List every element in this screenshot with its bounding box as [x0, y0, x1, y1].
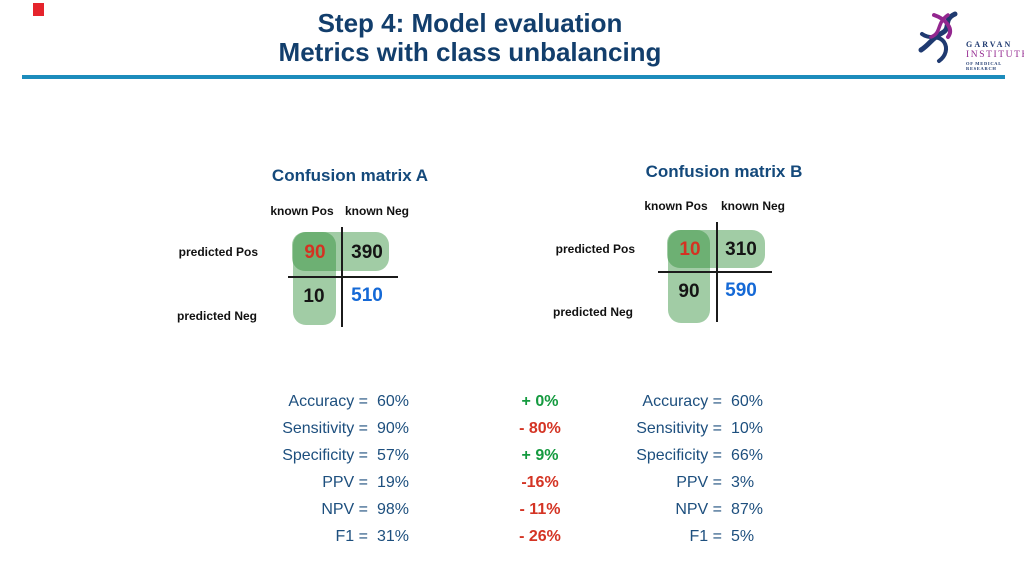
metrics-list-matrix-a: Accuracy = 60% Sensitivity = 90% Specifici…	[230, 388, 409, 550]
metric-value: 87%	[731, 500, 764, 518]
logo-org-name: GARVAN	[966, 40, 1013, 49]
matrix-b-horizontal-divider	[658, 271, 772, 273]
metric-label: F1 =	[689, 527, 722, 545]
matrix-a-cell-true-neg: 510	[351, 285, 383, 306]
metric-value: 31%	[377, 527, 410, 545]
slide-title-line2: Metrics with class unbalancing	[278, 37, 662, 67]
metric-label: NPV =	[321, 500, 368, 518]
matrix-a-col-header-known-neg: known Neg	[344, 204, 409, 218]
matrix-b-row-header-predicted-pos: predicted Pos	[555, 242, 635, 256]
metric-row: PPV = 19%	[230, 469, 409, 496]
matrix-a-cell-true-pos: 90	[304, 242, 326, 263]
metric-label: Sensitivity =	[282, 419, 368, 437]
matrix-a-title: Confusion matrix A	[271, 166, 429, 185]
metric-label: Accuracy =	[288, 392, 368, 410]
metric-row: F1 = 31%	[230, 523, 410, 550]
dna-helix-icon	[918, 11, 958, 63]
metric-value: 98%	[377, 500, 410, 518]
matrix-b-col-header-known-neg: known Neg	[720, 199, 785, 213]
logo-org-line3: OF MEDICAL RESEARCH	[966, 61, 1002, 71]
matrix-a-row-header-predicted-neg: predicted Neg	[176, 309, 257, 323]
metric-value: 66%	[731, 446, 764, 464]
metric-value: 60%	[731, 392, 764, 410]
metric-value: 90%	[377, 419, 410, 437]
matrix-a-col-header-known-pos: known Pos	[270, 204, 334, 218]
metric-delta: - 26%	[519, 528, 561, 545]
matrix-a-row-highlight-band	[292, 232, 389, 271]
metric-label: Specificity =	[636, 446, 722, 464]
matrix-b-title: Confusion matrix B	[645, 162, 803, 181]
metric-row: Accuracy = 60%	[230, 388, 409, 415]
matrix-a-row-header-predicted-pos: predicted Pos	[178, 245, 258, 259]
metric-row: NPV = 98%	[230, 496, 409, 523]
metric-value: 3%	[731, 473, 755, 491]
metric-label: Sensitivity =	[636, 419, 722, 437]
matrix-b-col-header-known-pos: known Pos	[644, 199, 708, 213]
slide-title: Step 4: Model evaluation Metrics with cl…	[0, 9, 940, 67]
metric-delta: + 0%	[521, 393, 559, 410]
metric-row: Sensitivity = 10%	[602, 415, 763, 442]
metric-value: 10%	[731, 419, 764, 437]
metric-delta: - 11%	[519, 501, 561, 518]
metric-label: Accuracy =	[642, 392, 722, 410]
metric-row: Specificity = 57%	[230, 442, 409, 469]
metric-label: PPV =	[676, 473, 722, 491]
metric-delta-list: + 0% - 80% + 9% -16% - 11% - 26%	[503, 388, 577, 550]
matrix-b-row-header-predicted-neg: predicted Neg	[552, 305, 633, 319]
matrix-b-cell-true-pos: 10	[679, 239, 701, 260]
metrics-list-matrix-b: Accuracy = 60% Sensitivity = 10% Specifici…	[602, 388, 763, 550]
matrix-a-horizontal-divider	[288, 276, 398, 278]
metric-row: Sensitivity = 90%	[230, 415, 409, 442]
matrix-b-cell-false-pos: 310	[725, 239, 757, 260]
red-marker	[33, 3, 44, 16]
header-divider	[22, 75, 1005, 79]
matrix-b-cell-false-neg: 90	[678, 281, 700, 302]
metric-row: F1 = 5%	[602, 523, 763, 550]
metric-value: 5%	[731, 527, 755, 545]
metric-value: 19%	[377, 473, 410, 491]
metric-label: PPV =	[322, 473, 368, 491]
logo-org-line2: INSTITUTE	[966, 50, 1024, 60]
metric-delta: - 80%	[519, 420, 561, 437]
metric-row: Accuracy = 60%	[602, 388, 763, 415]
metric-label: Specificity =	[282, 446, 368, 464]
metric-value: 57%	[377, 446, 410, 464]
matrix-b-cell-true-neg: 590	[725, 280, 757, 301]
metric-delta: -16%	[521, 474, 559, 491]
slide-title-line1: Step 4: Model evaluation	[317, 8, 623, 38]
logo-text: GARVAN INSTITUTE OF MEDICAL RESEARCH	[966, 40, 1024, 71]
matrix-b-column-highlight-band	[668, 230, 710, 323]
matrix-a-cell-false-pos: 390	[351, 242, 383, 263]
garvan-logo: GARVAN INSTITUTE OF MEDICAL RESEARCH	[914, 8, 1024, 71]
metric-label: NPV =	[675, 500, 722, 518]
matrix-a-column-highlight-band	[293, 232, 336, 325]
metric-value: 60%	[377, 392, 410, 410]
metric-label: F1 =	[335, 527, 368, 545]
metric-row: PPV = 3%	[602, 469, 763, 496]
metric-delta: + 9%	[521, 447, 559, 464]
matrix-a-cell-false-neg: 10	[303, 286, 325, 307]
metric-row: NPV = 87%	[602, 496, 763, 523]
metric-row: Specificity = 66%	[602, 442, 763, 469]
